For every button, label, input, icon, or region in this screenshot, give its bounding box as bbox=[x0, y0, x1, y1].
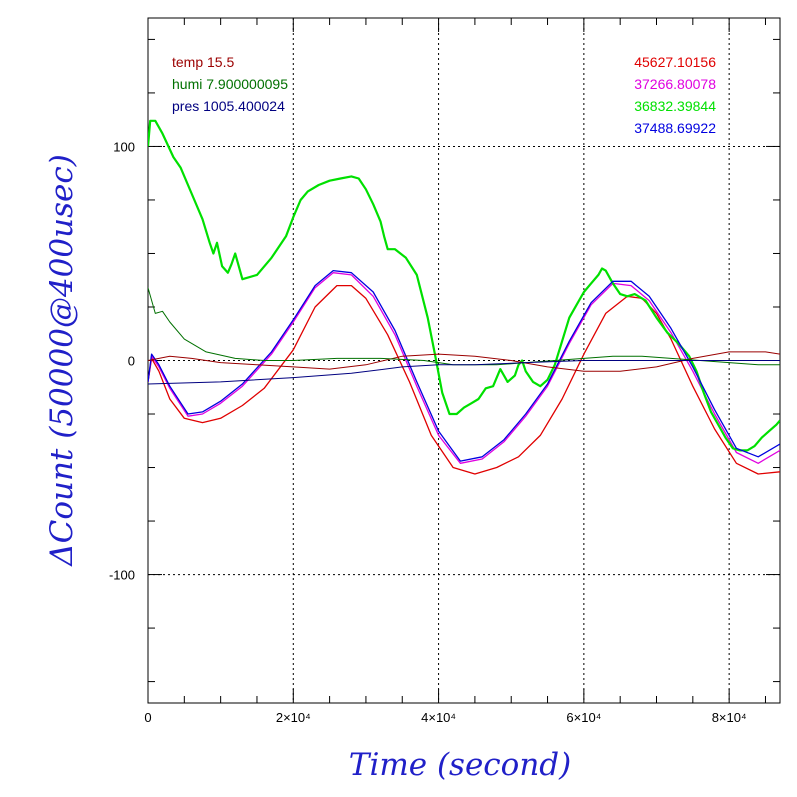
x-tick-label: 6×10⁴ bbox=[566, 710, 601, 725]
grid bbox=[148, 18, 780, 703]
environment-legend-entry: temp 15.5 bbox=[172, 54, 234, 70]
x-tick-label: 2×10⁴ bbox=[276, 710, 311, 725]
x-tick-label: 4×10⁴ bbox=[421, 710, 456, 725]
environment-legend-entry: humi 7.900000095 bbox=[172, 76, 288, 92]
counts-legend: 45627.10156 37266.80078 36832.39844 37488.6… bbox=[634, 54, 716, 136]
x-axis-title: Time (second) bbox=[349, 747, 571, 783]
y-tick-label: 100 bbox=[113, 139, 135, 154]
series-line-5 bbox=[148, 287, 780, 366]
counts-legend-entry: 37266.80078 bbox=[634, 76, 716, 92]
counts-legend-entry: 45627.10156 bbox=[634, 54, 716, 70]
environment-legend-entry: pres 1005.400024 bbox=[172, 98, 285, 114]
series-line-2 bbox=[148, 119, 780, 452]
y-axis-title: ΔCount (50000@400usec) bbox=[44, 154, 80, 567]
y-tick-label: -100 bbox=[109, 568, 135, 583]
series-line-6 bbox=[148, 360, 780, 385]
environment-legend: temp 15.5 humi 7.900000095 pres 1005.40002… bbox=[172, 54, 288, 114]
counts-legend-entry: 36832.39844 bbox=[634, 98, 716, 114]
series-line-1 bbox=[148, 272, 780, 464]
series-line-3 bbox=[148, 269, 780, 462]
x-tick-label: 8×10⁴ bbox=[712, 710, 747, 725]
counts-legend-entry: 37488.69922 bbox=[634, 120, 716, 136]
x-tick-label: 0 bbox=[144, 710, 151, 725]
axis-ticks bbox=[147, 18, 780, 703]
series-lines bbox=[148, 119, 780, 475]
tick-labels: 0 2×10⁴ 4×10⁴ 6×10⁴ 8×10⁴ 100 0 -100 bbox=[109, 139, 747, 725]
y-tick-label: 0 bbox=[128, 354, 135, 369]
